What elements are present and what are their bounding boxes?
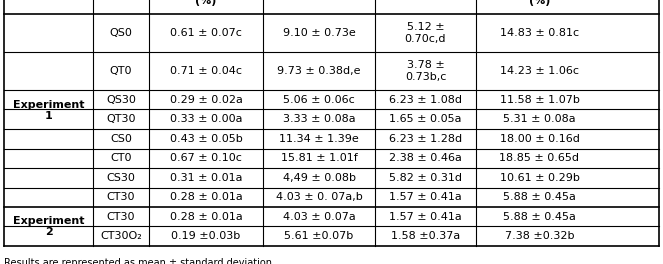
Text: 5.12 ±
0.70c,d: 5.12 ± 0.70c,d	[404, 22, 446, 44]
Text: CT30O₂: CT30O₂	[100, 231, 142, 241]
Text: 15.81 ± 1.01f: 15.81 ± 1.01f	[280, 153, 357, 163]
Text: 1.65 ± 0.05a: 1.65 ± 0.05a	[389, 114, 461, 124]
Text: 5.88 ± 0.45a: 5.88 ± 0.45a	[503, 192, 576, 202]
Text: QT30: QT30	[106, 114, 136, 124]
Text: Dichloromethane
(%): Dichloromethane (%)	[152, 0, 260, 6]
Text: 0.61 ± 0.07c: 0.61 ± 0.07c	[170, 28, 242, 38]
Text: CS0: CS0	[110, 134, 132, 144]
Text: 4.03 ± 0. 07a,b: 4.03 ± 0. 07a,b	[276, 192, 363, 202]
Text: 0.33 ± 0.00a: 0.33 ± 0.00a	[170, 114, 242, 124]
Text: QT0: QT0	[109, 66, 132, 76]
Text: 0.29 ± 0.02a: 0.29 ± 0.02a	[170, 95, 243, 105]
Text: CT30: CT30	[107, 192, 135, 202]
Text: CS30: CS30	[107, 173, 135, 183]
Text: 0.28 ± 0.01a: 0.28 ± 0.01a	[170, 192, 243, 202]
Text: 5.31 ± 0.08a: 5.31 ± 0.08a	[503, 114, 575, 124]
Text: 0.71 ± 0.04c: 0.71 ± 0.04c	[170, 66, 242, 76]
Text: 5.61 ±0.07b: 5.61 ±0.07b	[284, 231, 353, 241]
Text: 0.67 ± 0.10c: 0.67 ± 0.10c	[170, 153, 242, 163]
Text: 18.00 ± 0.16d: 18.00 ± 0.16d	[499, 134, 579, 144]
Text: 0.43 ± 0.05b: 0.43 ± 0.05b	[170, 134, 243, 144]
Text: QS30: QS30	[106, 95, 136, 105]
Text: 0.19 ±0.03b: 0.19 ±0.03b	[172, 231, 241, 241]
Text: 11.58 ± 1.07b: 11.58 ± 1.07b	[499, 95, 579, 105]
Text: 5.82 ± 0.31d: 5.82 ± 0.31d	[389, 173, 462, 183]
Text: 14.83 ± 0.81c: 14.83 ± 0.81c	[500, 28, 579, 38]
Text: 9.73 ± 0.38d,e: 9.73 ± 0.38d,e	[277, 66, 361, 76]
Text: 6.23 ± 1.08d: 6.23 ± 1.08d	[389, 95, 462, 105]
Text: 7.38 ±0.32b: 7.38 ±0.32b	[505, 231, 574, 241]
Text: CT30: CT30	[107, 212, 135, 222]
Text: QS0: QS0	[109, 28, 133, 38]
Text: 1.57 ± 0.41a: 1.57 ± 0.41a	[389, 192, 462, 202]
Text: 10.61 ± 0.29b: 10.61 ± 0.29b	[499, 173, 579, 183]
Text: 18.85 ± 0.65d: 18.85 ± 0.65d	[499, 153, 579, 163]
Text: 0.28 ± 0.01a: 0.28 ± 0.01a	[170, 212, 243, 222]
Text: 11.34 ± 1.39e: 11.34 ± 1.39e	[279, 134, 359, 144]
Text: 2.38 ± 0.46a: 2.38 ± 0.46a	[389, 153, 462, 163]
Text: 3.33 ± 0.08a: 3.33 ± 0.08a	[282, 114, 355, 124]
Text: 4,49 ± 0.08b: 4,49 ± 0.08b	[282, 173, 355, 183]
Text: 1.57 ± 0.41a: 1.57 ± 0.41a	[389, 212, 462, 222]
Text: CT0: CT0	[110, 153, 132, 163]
Text: 5.88 ± 0.45a: 5.88 ± 0.45a	[503, 212, 576, 222]
Text: 14.23 ± 1.06c: 14.23 ± 1.06c	[500, 66, 579, 76]
Text: 3.78 ±
0.73b,c: 3.78 ± 0.73b,c	[405, 60, 446, 82]
Text: 4.03 ± 0.07a: 4.03 ± 0.07a	[282, 212, 355, 222]
Text: 6.23 ± 1.28d: 6.23 ± 1.28d	[389, 134, 462, 144]
Text: 0.31 ± 0.01a: 0.31 ± 0.01a	[170, 173, 242, 183]
Text: 5.06 ± 0.06c: 5.06 ± 0.06c	[283, 95, 355, 105]
Text: 9.10 ± 0.73e: 9.10 ± 0.73e	[282, 28, 355, 38]
Text: Total extractives
(%): Total extractives (%)	[487, 0, 591, 6]
Text: Results are represented as mean ± standard deviation.: Results are represented as mean ± standa…	[4, 258, 275, 264]
Text: Experiment
2: Experiment 2	[13, 216, 84, 237]
Text: Experiment
1: Experiment 1	[13, 100, 84, 121]
Text: 1.58 ±0.37a: 1.58 ±0.37a	[391, 231, 460, 241]
